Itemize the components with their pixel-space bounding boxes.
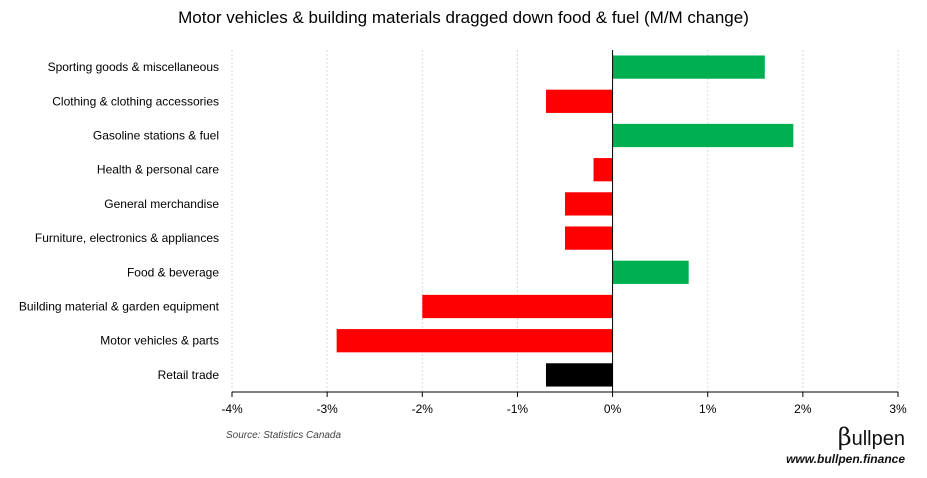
bar <box>565 192 613 216</box>
bar <box>612 55 765 79</box>
category-label: Health & personal care <box>97 163 219 177</box>
x-tick-label: 0% <box>604 402 622 416</box>
bar <box>422 294 613 319</box>
x-tick-label: 1% <box>699 402 717 416</box>
category-label: Furniture, electronics & appliances <box>35 231 219 245</box>
bar <box>565 226 613 250</box>
category-label: General merchandise <box>104 197 219 211</box>
x-tick-label: -4% <box>221 402 243 416</box>
category-label: Sporting goods & miscellaneous <box>48 60 219 74</box>
category-label: Motor vehicles & parts <box>100 334 219 348</box>
category-label: Retail trade <box>158 368 220 382</box>
x-tick-label: 3% <box>889 402 907 416</box>
category-label: Food & beverage <box>127 265 219 279</box>
bar <box>545 363 613 387</box>
category-label: Gasoline stations & fuel <box>93 129 219 143</box>
bullpen-logo: βullpen <box>838 423 905 451</box>
website-url: www.bullpen.finance <box>786 452 905 466</box>
bar <box>593 158 613 182</box>
x-tick-label: 2% <box>794 402 812 416</box>
x-tick-label: -1% <box>507 402 529 416</box>
x-tick-label: -2% <box>412 402 434 416</box>
bar <box>612 260 689 284</box>
bar <box>545 89 613 113</box>
category-label: Building material & garden equipment <box>19 300 220 314</box>
beta-logo-icon: β <box>837 423 852 451</box>
bar <box>336 329 613 353</box>
category-label: Clothing & clothing accessories <box>52 94 219 108</box>
x-tick-label: -3% <box>316 402 338 416</box>
bar <box>612 123 794 148</box>
chart-title: Motor vehicles & building materials drag… <box>178 8 749 27</box>
logo-text: ullpen <box>851 428 905 450</box>
source-note: Source: Statistics Canada <box>226 430 342 441</box>
